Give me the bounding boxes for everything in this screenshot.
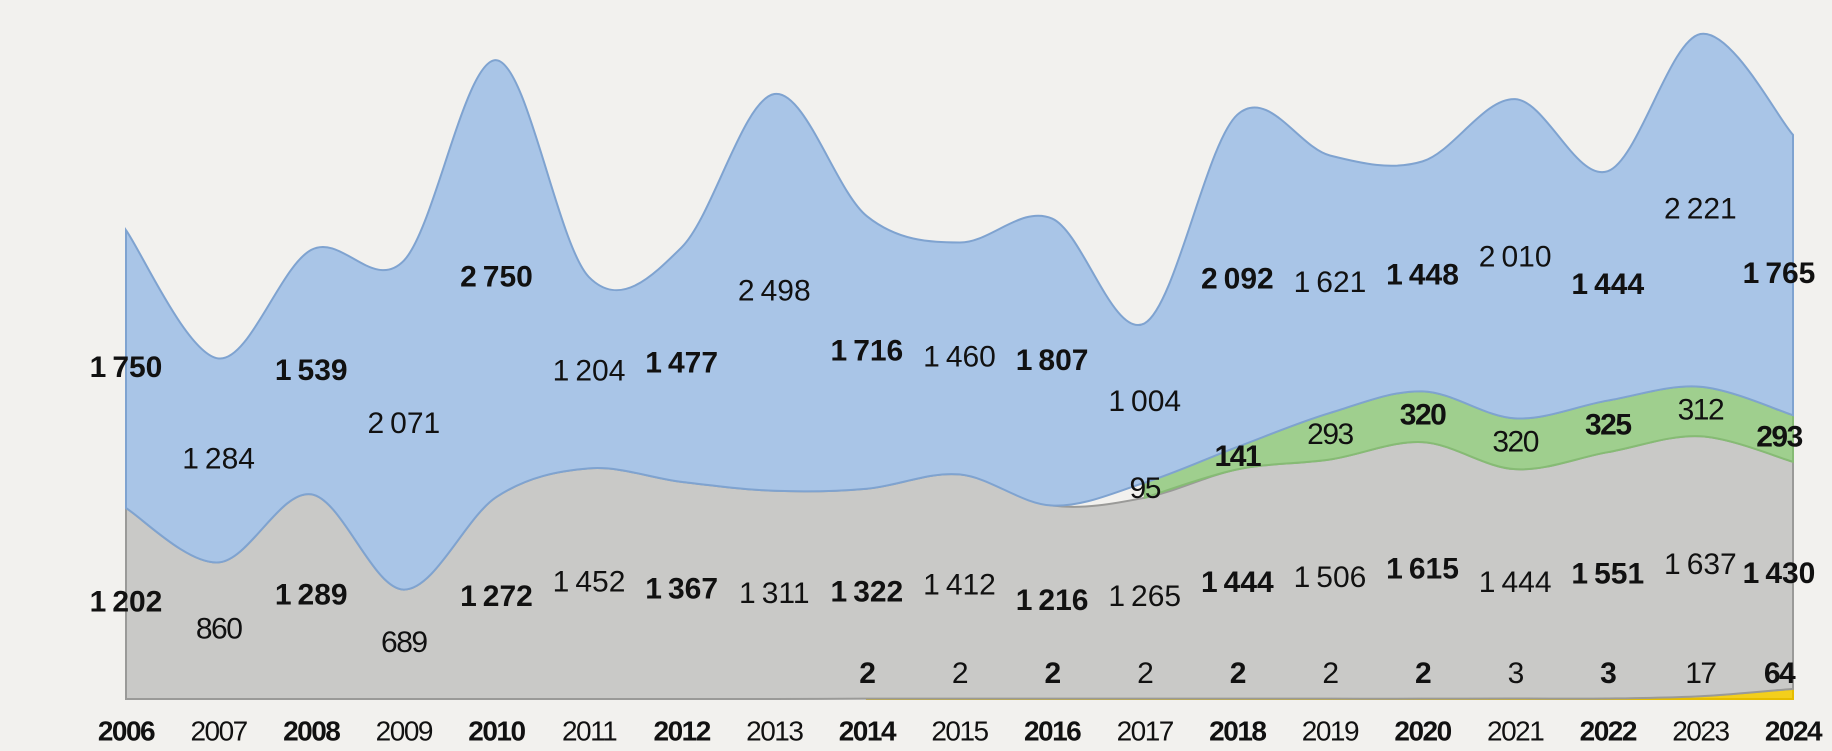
x-tick-label: 2009 <box>376 715 433 746</box>
value-label: 1 202 <box>90 585 163 618</box>
value-label: 1 204 <box>553 355 626 388</box>
value-label: 325 <box>1585 408 1631 441</box>
value-label: 1 765 <box>1743 257 1816 290</box>
x-tick-label: 2020 <box>1394 715 1451 746</box>
value-label: 1 311 <box>739 577 810 610</box>
x-tick-label: 2015 <box>931 715 988 746</box>
value-label: 1 716 <box>831 334 904 367</box>
value-label: 1 615 <box>1386 552 1459 585</box>
value-label: 312 <box>1678 393 1724 426</box>
x-tick-label: 2023 <box>1672 715 1729 746</box>
x-tick-label: 2019 <box>1302 715 1359 746</box>
value-label: 1 412 <box>923 568 996 601</box>
value-label: 2 <box>1415 657 1431 690</box>
x-tick-label: 2021 <box>1487 715 1544 746</box>
value-label: 2 <box>859 657 875 690</box>
value-label: 1 452 <box>553 566 626 599</box>
value-label: 2 498 <box>738 274 811 307</box>
value-label: 1 216 <box>1016 584 1089 617</box>
x-tick-label: 2016 <box>1024 715 1081 746</box>
value-label: 1 289 <box>275 579 348 612</box>
value-label: 1 750 <box>90 351 163 384</box>
x-tick-label: 2011 <box>562 715 617 746</box>
value-label: 95 <box>1130 472 1161 505</box>
value-label: 320 <box>1400 399 1446 432</box>
value-label: 141 <box>1215 440 1261 473</box>
x-tick-label: 2006 <box>98 715 155 746</box>
value-label: 1 444 <box>1201 566 1274 599</box>
value-label: 1 551 <box>1571 557 1644 590</box>
value-label: 17 <box>1685 657 1716 690</box>
x-tick-label: 2012 <box>654 715 711 746</box>
value-label: 1 477 <box>645 347 718 380</box>
value-label: 2 <box>1137 657 1153 690</box>
x-tick-label: 2024 <box>1765 715 1823 746</box>
value-label: 293 <box>1307 418 1353 451</box>
value-label: 1 272 <box>460 580 533 613</box>
value-label: 320 <box>1492 426 1538 459</box>
x-tick-label: 2014 <box>839 715 897 746</box>
x-tick-label: 2007 <box>190 715 247 746</box>
value-label: 2 750 <box>460 261 533 294</box>
value-label: 1 322 <box>831 576 904 609</box>
value-label: 2 071 <box>367 407 440 440</box>
value-label: 1 448 <box>1386 258 1459 291</box>
value-label: 3 <box>1600 657 1616 690</box>
value-label: 1 004 <box>1108 385 1181 418</box>
value-label: 2 221 <box>1664 192 1737 225</box>
value-label: 2 <box>1230 657 1246 690</box>
value-label: 1 460 <box>923 340 996 373</box>
value-label: 1 284 <box>182 442 255 475</box>
areas <box>125 32 1794 701</box>
value-label: 1 807 <box>1016 344 1089 377</box>
value-label: 1 539 <box>275 354 348 387</box>
value-label: 1 430 <box>1743 557 1816 590</box>
x-tick-label: 2013 <box>746 715 803 746</box>
x-tick-label: 2010 <box>468 715 525 746</box>
value-label: 2 092 <box>1201 263 1274 296</box>
x-tick-label: 2022 <box>1580 715 1637 746</box>
labels: 2 2 2 2 2 2 2 3 3 17 64 1 202 860 1 289 689 1 272 1 452 1… <box>90 192 1825 746</box>
x-tick-label: 2018 <box>1209 715 1266 746</box>
value-label: 2 <box>952 657 968 690</box>
area <box>125 32 1794 591</box>
value-label: 64 <box>1764 657 1796 690</box>
value-label: 1 621 <box>1294 266 1367 299</box>
value-label: 2 010 <box>1479 241 1552 274</box>
value-label: 2 <box>1322 657 1338 690</box>
value-label: 1 367 <box>645 572 718 605</box>
value-label: 1 444 <box>1571 268 1644 301</box>
value-label: 689 <box>381 626 427 659</box>
value-label: 860 <box>196 613 242 646</box>
value-label: 2 <box>1045 657 1061 690</box>
x-tick-label: 2008 <box>283 715 340 746</box>
value-label: 1 265 <box>1108 580 1181 613</box>
x-tick-label: 2017 <box>1117 715 1174 746</box>
value-label: 1 506 <box>1294 561 1367 594</box>
value-label: 3 <box>1508 657 1524 690</box>
value-label: 1 637 <box>1664 548 1737 581</box>
value-label: 293 <box>1756 420 1802 453</box>
value-label: 1 444 <box>1479 566 1552 599</box>
